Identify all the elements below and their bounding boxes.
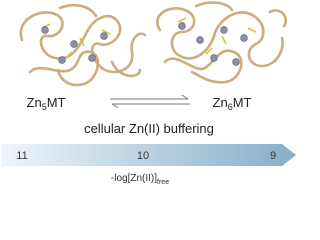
equilibrium-arrows bbox=[110, 94, 190, 109]
scale-label: -log[Zn(II)]free bbox=[111, 173, 169, 186]
label-base: Zn bbox=[27, 95, 42, 110]
label-rest: MT bbox=[233, 95, 252, 110]
label-base: Zn bbox=[213, 95, 228, 110]
label-subscript: 5 bbox=[42, 102, 47, 112]
scale-tick: 10 bbox=[137, 150, 149, 162]
caption: cellular Zn(II) buffering bbox=[84, 121, 214, 136]
zn6-structure bbox=[156, 1, 288, 84]
label-base: -log[Zn(II)] bbox=[111, 173, 157, 184]
zn5-structure bbox=[19, 3, 147, 87]
right-label: Zn6MT bbox=[213, 95, 252, 112]
figure: Zn5MT Zn6MT cellular Zn(II) buffering 11… bbox=[2, 1, 296, 186]
label-subscript: free bbox=[157, 179, 169, 186]
label-rest: MT bbox=[47, 95, 66, 110]
label-subscript: 6 bbox=[228, 102, 233, 112]
left-label: Zn5MT bbox=[27, 95, 66, 112]
scale-tick: 11 bbox=[16, 150, 27, 162]
scale-arrow bbox=[2, 144, 296, 166]
scale-tick: 9 bbox=[270, 150, 276, 162]
